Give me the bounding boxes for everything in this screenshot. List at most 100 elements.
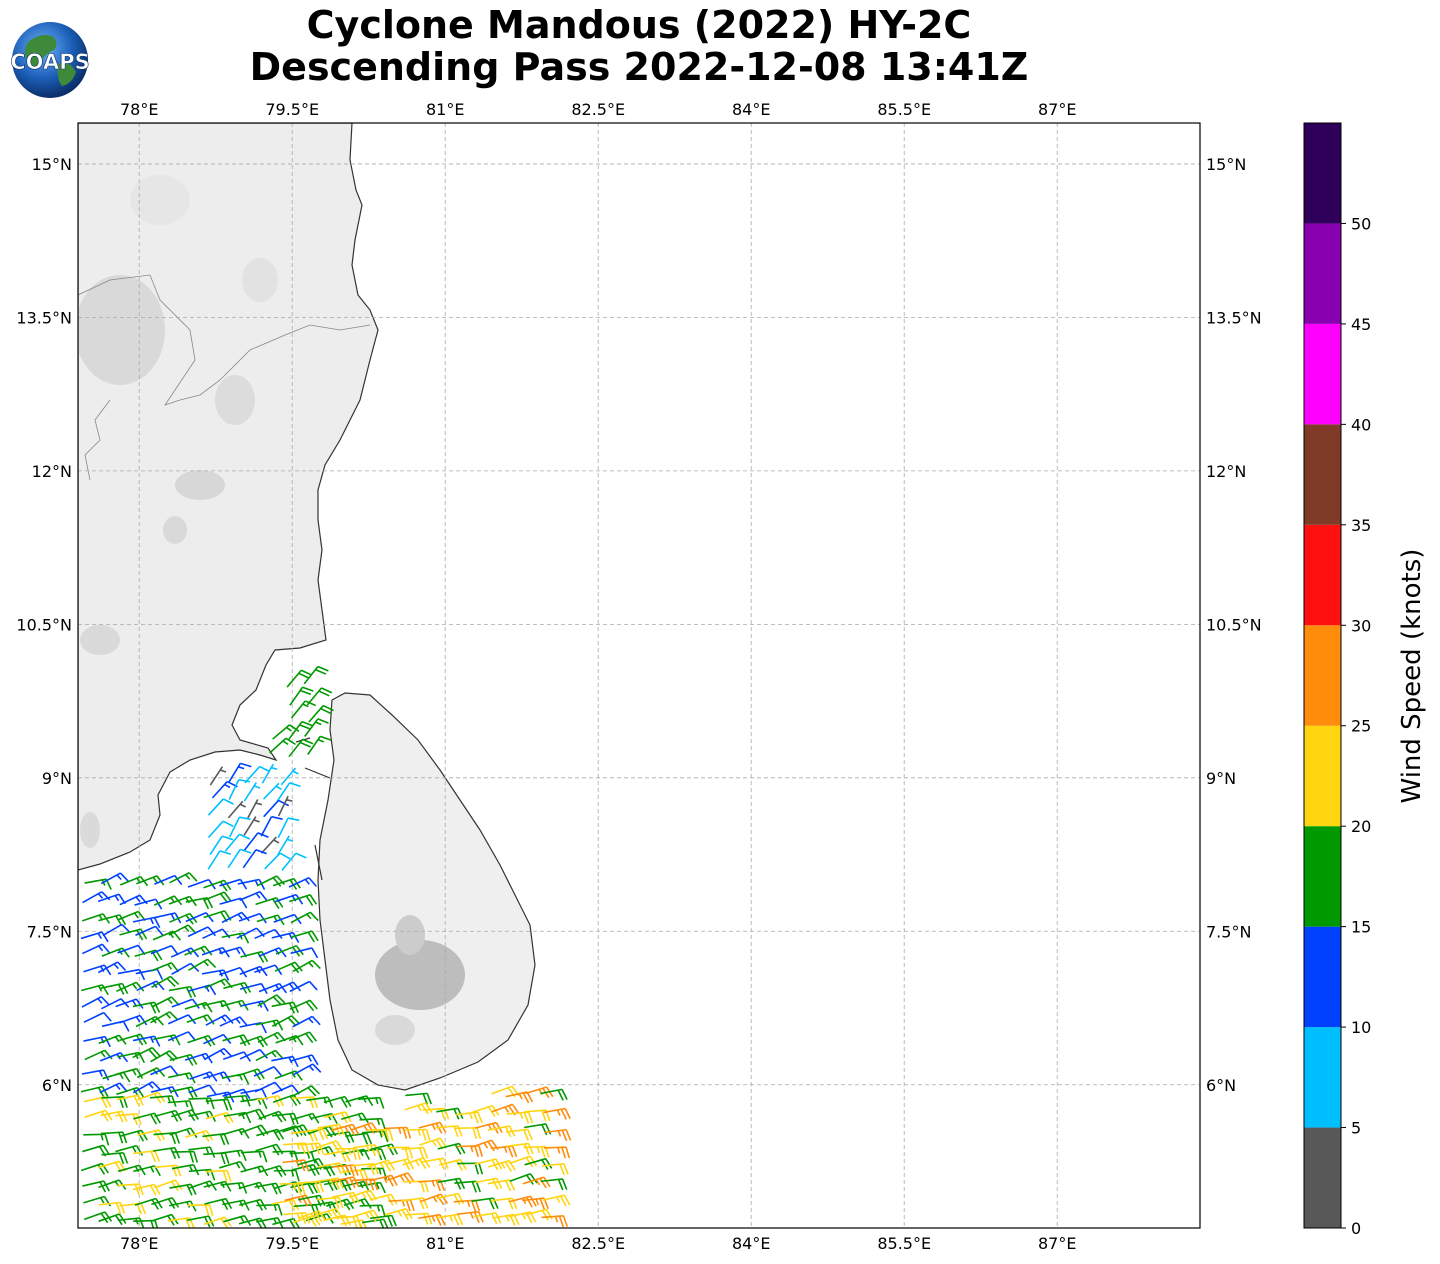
wind-barb (115, 1112, 142, 1126)
wind-barb (243, 832, 269, 851)
wind-barb (238, 912, 267, 924)
wind-barb (152, 1146, 181, 1160)
wind-barb (189, 1071, 218, 1082)
lon-tick-label-bottom: 82.5°E (571, 1234, 625, 1253)
wind-barb (188, 1146, 216, 1158)
wind-barb (418, 1179, 446, 1192)
wind-barb (134, 1197, 163, 1210)
lon-tick-label-top: 82.5°E (571, 100, 625, 119)
wind-barb (132, 916, 161, 929)
wind-barb (187, 1204, 214, 1217)
wind-barb (508, 1155, 538, 1168)
gridlines (78, 123, 1200, 1228)
wind-barb (260, 815, 283, 837)
colorbar-bin (1304, 223, 1341, 324)
wind-barb (436, 1213, 464, 1226)
wind-barb (188, 958, 217, 971)
wind-barb (222, 1088, 251, 1100)
wind-barb (290, 947, 319, 959)
lat-tick-label-right: 13.5°N (1206, 308, 1262, 327)
wind-barb (228, 778, 251, 800)
wind-barb (203, 879, 232, 892)
wind-barb (83, 1133, 110, 1146)
wind-barb (222, 1034, 251, 1047)
wind-barb (149, 1095, 177, 1107)
chart-title: Cyclone Mandous (2022) HY-2C Descending … (78, 4, 1200, 88)
wind-barb (276, 782, 301, 802)
lat-tick-label-right: 12°N (1206, 462, 1246, 481)
wind-barb (205, 1014, 234, 1026)
wind-barb (243, 816, 260, 836)
wind-barb (357, 1096, 385, 1109)
wind-barb (274, 961, 303, 974)
wind-barb (221, 911, 250, 924)
lat-tick-label-left: 6°N (42, 1076, 72, 1095)
wind-barb (290, 1054, 319, 1066)
wind-barb (81, 1069, 110, 1081)
logo-text: COAPS (10, 50, 89, 74)
wind-barb (117, 968, 146, 981)
wind-barb (352, 1143, 381, 1157)
wind-barb (150, 945, 179, 956)
wind-barb (272, 981, 302, 993)
wind-barb (269, 737, 296, 754)
wind-barb (522, 1176, 551, 1189)
wind-barb (307, 735, 332, 755)
wind-barb (419, 1193, 449, 1206)
wind-barb (404, 1102, 433, 1115)
wind-barb (455, 1111, 483, 1124)
colorbar-bin (1304, 826, 1341, 927)
colorbar-tick-label: 35 (1351, 516, 1371, 535)
wind-barb (171, 1150, 199, 1163)
colorbar-tick-label: 20 (1351, 817, 1371, 836)
wind-barb (345, 1132, 373, 1145)
wind-barb (119, 928, 148, 941)
lon-tick-label-top: 87°E (1038, 100, 1076, 119)
wind-barb (540, 1178, 568, 1191)
wind-barb (84, 1109, 113, 1122)
wind-barb (203, 891, 232, 904)
colorbar-bin (1304, 424, 1341, 525)
lat-tick-label-left: 13.5°N (16, 308, 72, 327)
wind-barb (150, 1065, 179, 1076)
wind-barb (290, 911, 319, 924)
wind-barb (281, 852, 307, 871)
wind-barb (241, 1150, 268, 1163)
wind-barb (436, 1192, 465, 1205)
wind-barb (542, 1194, 571, 1207)
wind-barb (345, 1095, 374, 1107)
wind-barb (277, 817, 300, 839)
map-frame (77, 122, 1201, 1229)
wind-barb (116, 981, 145, 993)
wind-barb (117, 1183, 144, 1196)
wind-barb (291, 1085, 320, 1098)
wind-barb (154, 1179, 183, 1192)
wind-barb (352, 1209, 381, 1222)
wind-barb (151, 975, 180, 989)
wind-barb (115, 998, 144, 1009)
wind-barb (367, 1128, 394, 1141)
wind-barb (340, 1112, 369, 1124)
wind-barb (169, 1183, 197, 1196)
wind-barb (239, 1035, 269, 1048)
wind-barb (133, 1112, 161, 1125)
lon-tick-label-top: 78°E (120, 100, 158, 119)
wind-barb (115, 1067, 144, 1079)
lon-tick-label-bottom: 79.5°E (265, 1234, 319, 1253)
wind-barb (133, 1150, 161, 1163)
wind-barb (81, 996, 110, 1008)
wind-barb (154, 874, 183, 886)
wind-barb (227, 848, 252, 869)
wind-barb (240, 950, 269, 963)
wind-barb (290, 930, 319, 943)
wind-barb (169, 1053, 198, 1066)
colorbar-bin (1304, 725, 1341, 827)
colorbar-bin (1304, 524, 1341, 626)
wind-barb (455, 1126, 482, 1139)
wind-barb (264, 852, 291, 870)
wind-barb (351, 1178, 379, 1191)
wind-barb (242, 849, 267, 869)
lon-tick-label-bottom: 78°E (120, 1234, 158, 1253)
wind-barb (303, 665, 329, 685)
wind-barb (297, 1210, 327, 1223)
